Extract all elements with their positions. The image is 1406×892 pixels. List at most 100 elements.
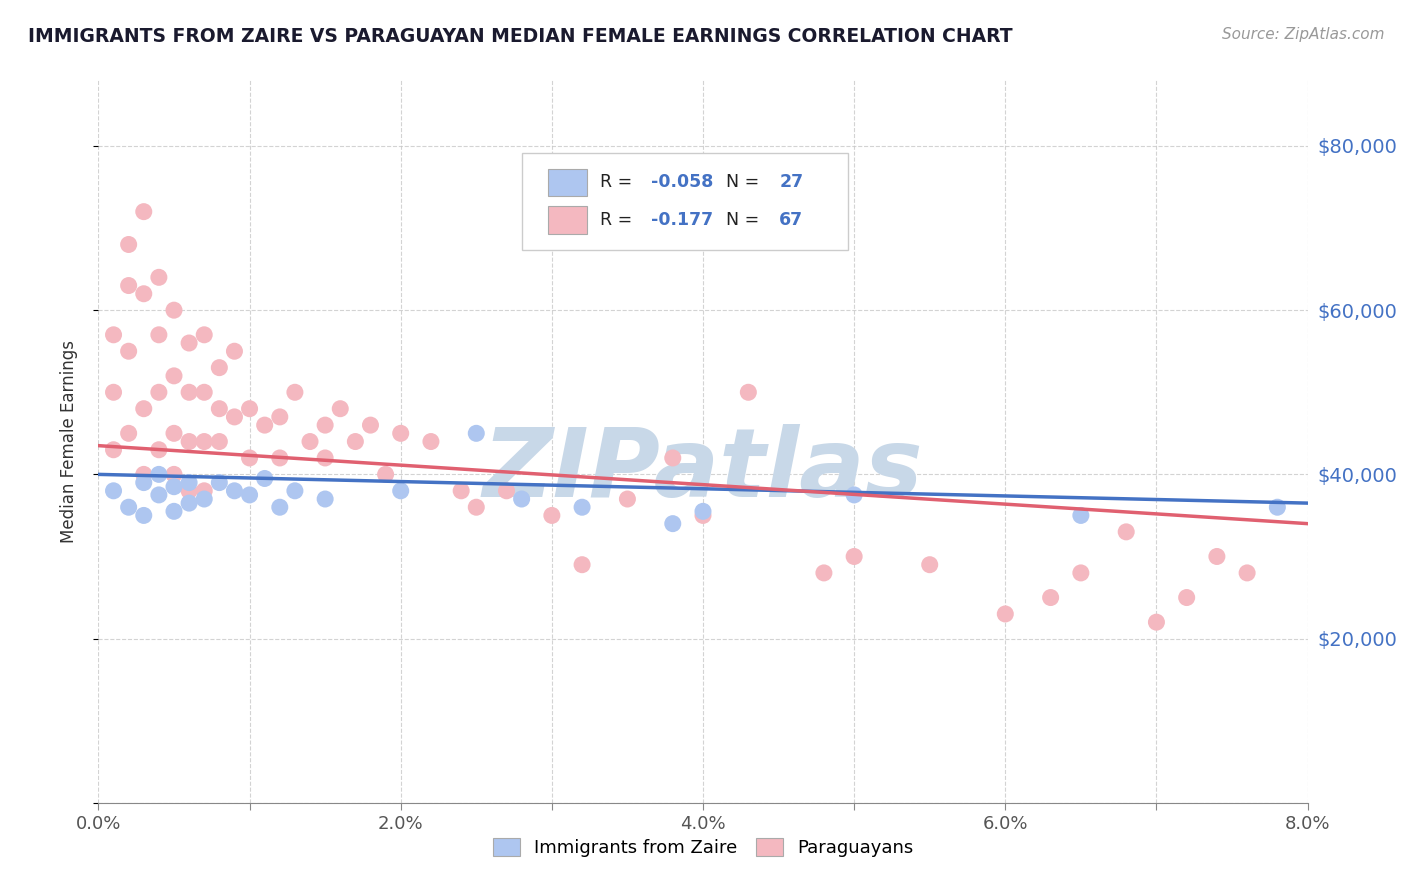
- Text: 27: 27: [779, 173, 803, 192]
- Point: [148, 327, 170, 342]
- Text: N =: N =: [716, 173, 765, 192]
- Point: [1146, 615, 1168, 630]
- Point: [510, 491, 533, 506]
- Point: [269, 409, 291, 424]
- Point: [163, 480, 186, 494]
- Point: [661, 516, 683, 531]
- Point: [1175, 591, 1198, 605]
- Point: [193, 491, 215, 506]
- Text: ZIPatlas: ZIPatlas: [482, 424, 924, 517]
- Point: [1070, 508, 1092, 523]
- Point: [103, 327, 125, 342]
- Point: [692, 508, 714, 523]
- Point: [193, 385, 215, 400]
- Point: [163, 303, 186, 318]
- Point: [1267, 500, 1289, 515]
- Point: [269, 500, 291, 515]
- Text: Source: ZipAtlas.com: Source: ZipAtlas.com: [1222, 27, 1385, 42]
- Point: [737, 385, 759, 400]
- Point: [1236, 566, 1258, 580]
- Point: [284, 483, 307, 498]
- Text: IMMIGRANTS FROM ZAIRE VS PARAGUAYAN MEDIAN FEMALE EARNINGS CORRELATION CHART: IMMIGRANTS FROM ZAIRE VS PARAGUAYAN MEDI…: [28, 27, 1012, 45]
- Point: [465, 426, 488, 441]
- Point: [163, 426, 186, 441]
- Text: -0.058: -0.058: [651, 173, 713, 192]
- Point: [132, 286, 155, 301]
- Point: [224, 344, 246, 359]
- FancyBboxPatch shape: [548, 169, 586, 196]
- Point: [389, 483, 412, 498]
- Point: [253, 418, 276, 433]
- Point: [1115, 524, 1137, 539]
- Point: [314, 491, 336, 506]
- Point: [103, 483, 125, 498]
- FancyBboxPatch shape: [522, 153, 848, 250]
- Point: [118, 500, 141, 515]
- Point: [540, 508, 562, 523]
- Point: [329, 401, 352, 416]
- Point: [179, 496, 201, 510]
- Point: [844, 488, 866, 502]
- Point: [389, 426, 412, 441]
- Point: [179, 385, 201, 400]
- Text: 67: 67: [779, 211, 803, 229]
- Point: [571, 558, 593, 572]
- Point: [148, 467, 170, 482]
- Point: [253, 471, 276, 485]
- Point: [208, 360, 231, 375]
- Point: [994, 607, 1017, 621]
- Point: [571, 500, 593, 515]
- Point: [465, 500, 488, 515]
- Point: [844, 549, 866, 564]
- Point: [360, 418, 382, 433]
- Point: [224, 409, 246, 424]
- Point: [239, 450, 262, 465]
- Point: [179, 475, 201, 490]
- Point: [314, 450, 336, 465]
- Point: [118, 278, 141, 293]
- Text: R =: R =: [600, 173, 638, 192]
- Point: [224, 483, 246, 498]
- Point: [239, 488, 262, 502]
- Point: [193, 483, 215, 498]
- Point: [132, 401, 155, 416]
- Point: [1206, 549, 1229, 564]
- Point: [208, 434, 231, 449]
- Point: [132, 508, 155, 523]
- Point: [163, 504, 186, 518]
- Point: [148, 488, 170, 502]
- Point: [1070, 566, 1092, 580]
- Point: [193, 327, 215, 342]
- Point: [103, 385, 125, 400]
- Point: [450, 483, 472, 498]
- Point: [344, 434, 367, 449]
- Point: [813, 566, 835, 580]
- Point: [132, 475, 155, 490]
- Point: [132, 467, 155, 482]
- Point: [193, 434, 215, 449]
- Point: [314, 418, 336, 433]
- Point: [148, 442, 170, 457]
- Point: [299, 434, 322, 449]
- Point: [118, 237, 141, 252]
- FancyBboxPatch shape: [548, 206, 586, 234]
- Text: N =: N =: [716, 211, 765, 229]
- Text: -0.177: -0.177: [651, 211, 713, 229]
- Point: [103, 442, 125, 457]
- Point: [208, 475, 231, 490]
- Legend: Immigrants from Zaire, Paraguayans: Immigrants from Zaire, Paraguayans: [484, 829, 922, 866]
- Point: [208, 401, 231, 416]
- Text: R =: R =: [600, 211, 638, 229]
- Point: [495, 483, 517, 498]
- Point: [239, 401, 262, 416]
- Point: [179, 483, 201, 498]
- Point: [148, 270, 170, 285]
- Point: [1039, 591, 1062, 605]
- Point: [118, 426, 141, 441]
- Point: [179, 434, 201, 449]
- Point: [163, 368, 186, 383]
- Point: [661, 450, 683, 465]
- Point: [163, 467, 186, 482]
- Point: [374, 467, 396, 482]
- Y-axis label: Median Female Earnings: Median Female Earnings: [59, 340, 77, 543]
